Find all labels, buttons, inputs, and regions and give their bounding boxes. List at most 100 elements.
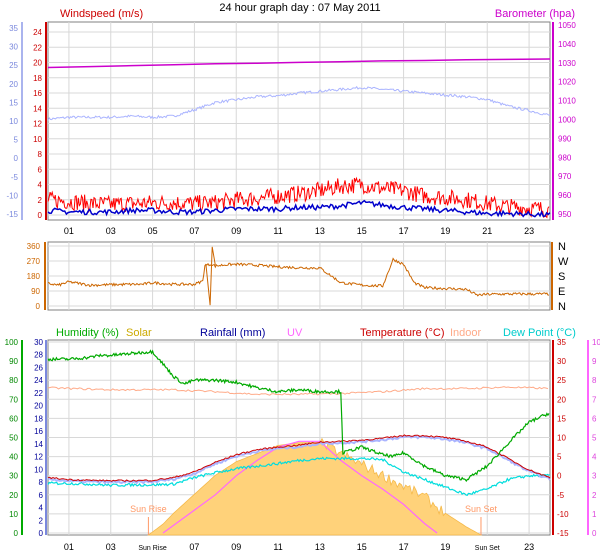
temp-x-tick-label: 23 <box>524 542 534 552</box>
barometer-line <box>47 58 551 69</box>
wind-x-tick-label: 09 <box>231 226 241 236</box>
wind-x-tick-label: 19 <box>440 226 450 236</box>
temperature-tick-label: 25 <box>557 376 566 385</box>
rainfall-tick-label: 12 <box>34 453 43 462</box>
wind-x-tick-label: 07 <box>189 226 199 236</box>
humidity-tick-label: 0 <box>14 529 19 538</box>
temperature-tick-label: -10 <box>557 510 569 519</box>
windspeed-tick-label: 12 <box>33 120 42 129</box>
direction-grid <box>48 242 550 310</box>
uv-tick-label: 4 <box>592 453 597 462</box>
direction-tick-label: 90 <box>31 287 40 296</box>
temp-x-tick-label: 11 <box>273 542 282 552</box>
windspeed-tick-label: 10 <box>33 135 42 144</box>
rainfall-tick-label: 10 <box>34 465 43 474</box>
light-axis-tick-label: -5 <box>11 173 19 182</box>
sunset-annotation: Sun Set <box>465 504 498 514</box>
rainfall-tick-label: 26 <box>34 363 43 372</box>
wind-x-tick-label: 21 <box>482 226 492 236</box>
humidity-line <box>47 349 550 483</box>
compass-label: N <box>558 301 566 313</box>
barometer-tick-label: 1000 <box>558 116 576 125</box>
humidity-tick-label: 40 <box>9 453 18 462</box>
direction-series <box>48 246 550 306</box>
windspeed-axis-title: Windspeed (m/s) <box>60 8 143 20</box>
rainfall-tick-label: 18 <box>34 414 43 423</box>
humidity-tick-label: 100 <box>5 338 19 347</box>
direction-tick-label: 360 <box>27 242 41 251</box>
wind-direction-spike <box>205 246 216 306</box>
compass-label: S <box>558 271 565 283</box>
windspeed-tick-label: 18 <box>33 74 42 83</box>
temp-x-tick-label: 09 <box>231 542 241 552</box>
temp-x-tick-label: 07 <box>189 542 199 552</box>
wind-grid <box>48 22 550 220</box>
windspeed-tick-label: 14 <box>33 104 42 113</box>
legend-indoor: Indoor <box>450 327 482 339</box>
rainfall-tick-label: 14 <box>34 440 43 449</box>
legend: Humidity (%) Solar Rainfall (mm) UV Temp… <box>56 327 576 339</box>
legend-uv: UV <box>287 327 303 339</box>
uv-tick-label: 0 <box>592 529 597 538</box>
wind-barometer-panel: 01 03 05 07 09 11 13 15 17 19 21 2335302520151050-5… <box>6 8 576 236</box>
uv-line <box>162 440 438 534</box>
direction-tick-label: 270 <box>27 257 41 266</box>
rainfall-tick-label: 20 <box>34 402 43 411</box>
wind-x-tick-label: 23 <box>524 226 534 236</box>
barometer-tick-label: 1030 <box>558 59 576 68</box>
barometer-tick-label: 970 <box>558 172 572 181</box>
barometer-tick-label: 990 <box>558 134 572 143</box>
uv-tick-label: 10 <box>592 338 600 347</box>
legend-temperature: Temperature (°C) <box>360 327 444 339</box>
humidity-tick-label: 60 <box>9 414 18 423</box>
uv-tick-label: 7 <box>592 395 597 404</box>
barometer-tick-label: 1040 <box>558 40 576 49</box>
light-axis-tick-label: 5 <box>14 136 19 145</box>
windspeed-tick-label: 24 <box>33 28 42 37</box>
humidity-tick-label: 30 <box>9 472 18 481</box>
humidity-tick-label: 10 <box>9 510 18 519</box>
compass-label: N <box>558 241 566 253</box>
temp-x-tick-label: 15 <box>357 542 367 552</box>
wind-direction-line <box>48 257 550 297</box>
legend-solar: Solar <box>126 327 152 339</box>
compass-label: W <box>558 256 569 268</box>
light-axis-tick-label: 10 <box>9 117 18 126</box>
barometer-axis-title: Barometer (hpa) <box>495 8 575 20</box>
dew-point-line <box>47 456 551 496</box>
direction-tick-label: 180 <box>27 272 41 281</box>
wind-x-tick-label: 17 <box>399 226 409 236</box>
windspeed-tick-label: 6 <box>38 165 43 174</box>
humidity-tick-label: 70 <box>9 395 18 404</box>
uv-tick-label: 8 <box>592 376 597 385</box>
barometer-tick-label: 1010 <box>558 97 576 106</box>
humidity-tick-label: 80 <box>9 376 18 385</box>
uv-tick-label: 6 <box>592 414 597 423</box>
rainfall-tick-label: 2 <box>39 516 44 525</box>
wind-plot-frame <box>47 21 551 221</box>
barometer-tick-label: 960 <box>558 191 572 200</box>
humidity-tick-label: 50 <box>9 434 18 443</box>
temp-x-tick-label: 01 <box>64 542 74 552</box>
windspeed-tick-label: 2 <box>38 196 43 205</box>
light-axis-tick-label: 30 <box>9 43 18 52</box>
rainfall-tick-label: 30 <box>34 338 43 347</box>
barometer-tick-label: 1020 <box>558 78 576 87</box>
rainfall-tick-label: 4 <box>39 504 44 513</box>
barometer-tick-label: 950 <box>558 210 572 219</box>
humidity-tick-label: 20 <box>9 491 18 500</box>
uv-tick-label: 5 <box>592 434 597 443</box>
temperature-tick-label: 15 <box>557 414 566 423</box>
humidity-temperature-panel: Sun Rise Sun Set 01 03 Sun Rise 07 09 11 13 15 17… <box>5 327 600 552</box>
temp-x-tick-label: 17 <box>399 542 409 552</box>
wind-average-line <box>47 199 551 218</box>
temperature-tick-label: -15 <box>557 529 569 538</box>
light-axis-tick-label: -10 <box>6 191 18 200</box>
wind-series <box>47 58 551 219</box>
temp-x-tick-label: Sun Rise <box>138 545 167 552</box>
temp-x-tick-label: Sun Set <box>475 545 500 552</box>
temperature-line <box>47 434 551 482</box>
humidity-tick-label: 90 <box>9 357 18 366</box>
